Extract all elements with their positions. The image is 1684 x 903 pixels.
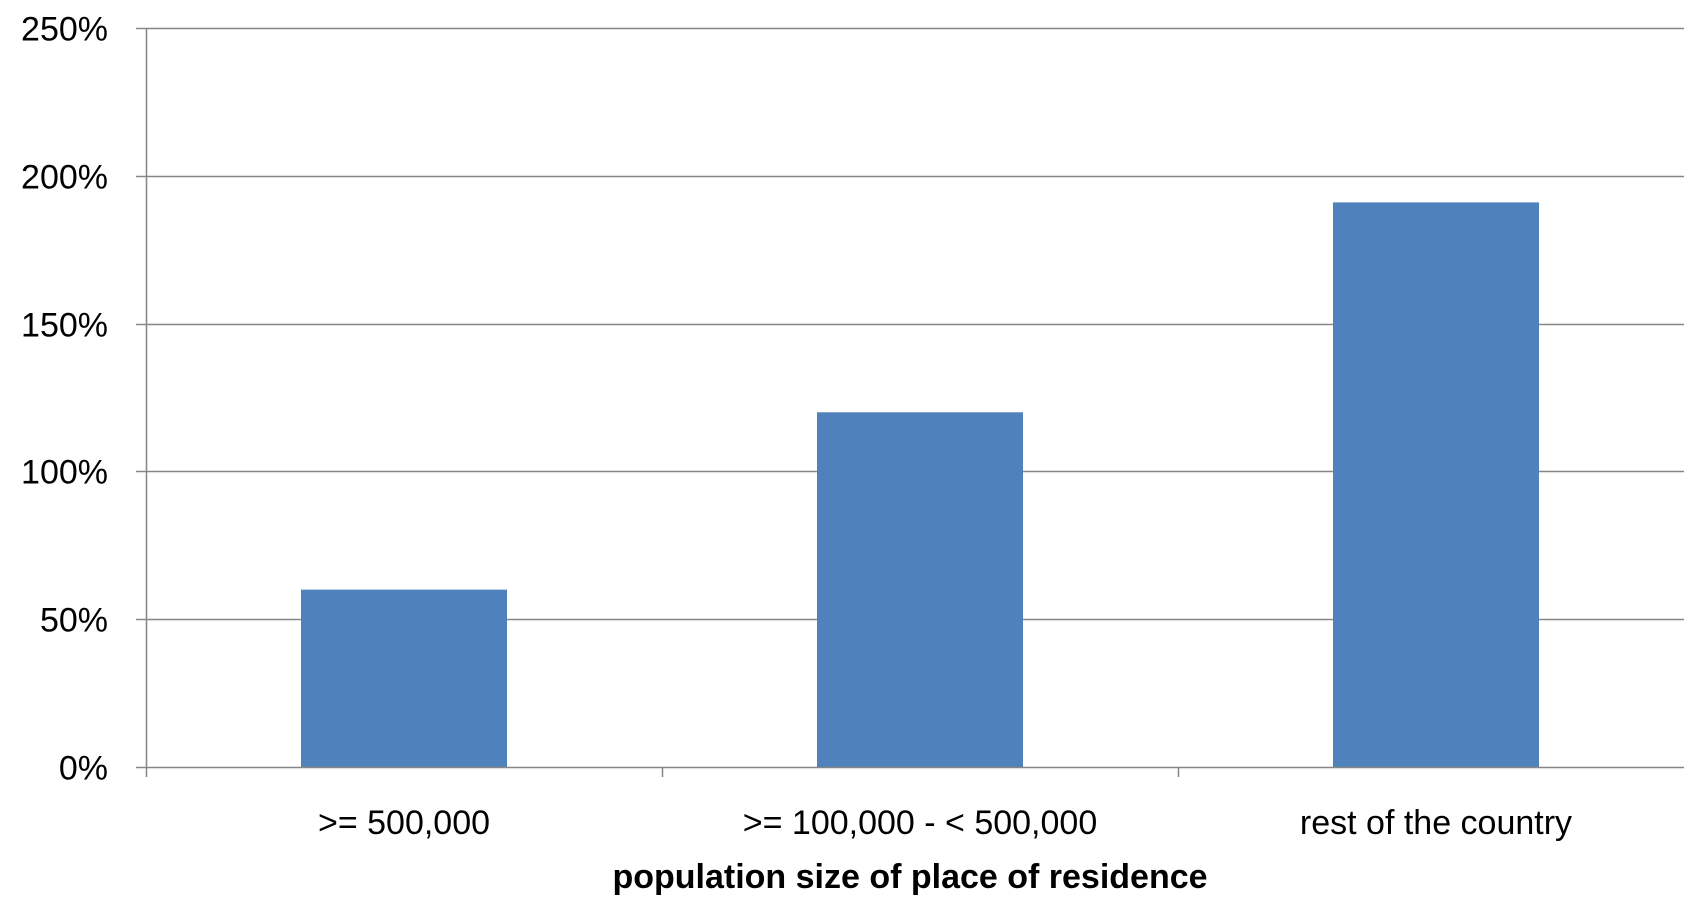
y-tick-label: 200% <box>21 159 108 197</box>
y-tick-label: 50% <box>40 602 108 640</box>
x-tick-label: rest of the country <box>1300 804 1572 842</box>
y-tick-label: 0% <box>59 750 108 788</box>
y-tick-label: 100% <box>21 454 108 492</box>
x-tick-label: >= 100,000 - < 500,000 <box>743 804 1097 842</box>
y-tick-label: 250% <box>21 11 108 49</box>
x-tick-label: >= 500,000 <box>318 804 490 842</box>
bar <box>817 412 1023 767</box>
x-axis-title: population size of place of residence <box>612 858 1207 896</box>
y-tick-label: 150% <box>21 307 108 345</box>
axes <box>136 27 1684 777</box>
x-axis-tick-labels: >= 500,000 >= 100,000 - < 500,000 rest of … <box>318 804 1572 842</box>
y-axis-tick-labels: 0% 50% 100% 150% 200% 250% <box>21 11 108 788</box>
bars <box>301 202 1539 768</box>
bar <box>301 589 507 767</box>
bar <box>1333 202 1539 768</box>
